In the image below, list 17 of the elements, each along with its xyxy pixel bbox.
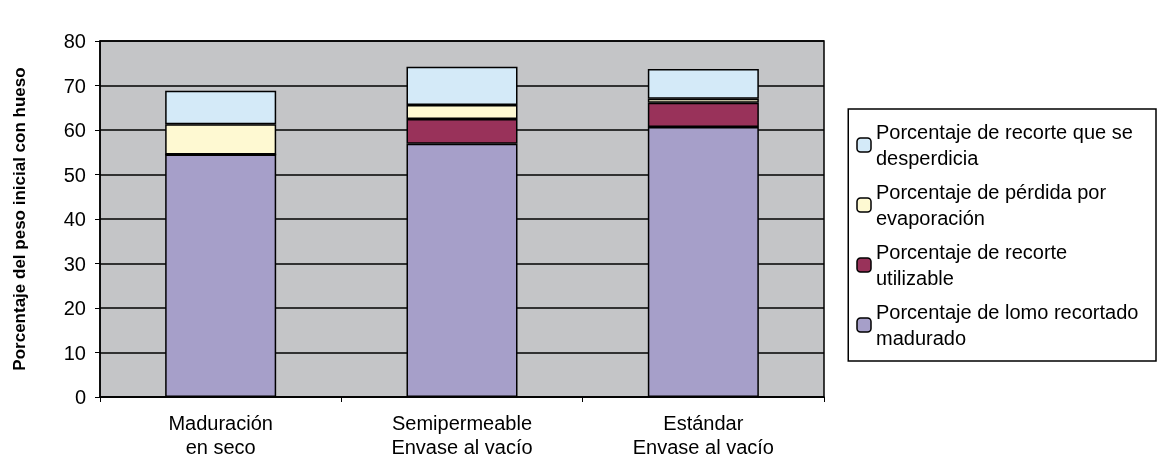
legend-label: Porcentaje de pérdida por evaporación	[876, 181, 1112, 229]
y-tick-label: 10	[63, 341, 86, 364]
y-axis-title: Porcentaje del peso inicial con hueso	[10, 67, 29, 371]
x-tick-label: Estándar Envase al vacío	[632, 412, 774, 458]
legend-label: Porcentaje de recorte que se desperdicia	[876, 121, 1139, 169]
y-tick-label: 20	[63, 297, 86, 319]
legend-label: Porcentaje de lomo recortado madurado	[876, 301, 1144, 349]
legend-label: Porcentaje de recorte utilizable	[876, 241, 1073, 289]
y-tick-label: 60	[63, 119, 86, 141]
y-tick-label: 50	[63, 163, 86, 186]
y-tick-label: 0	[74, 386, 86, 408]
x-tick-label: Maduración en seco	[168, 412, 273, 458]
x-tick-label: Semipermeable Envase al vacío	[391, 412, 533, 458]
y-tick-label: 70	[63, 74, 86, 97]
y-tick-label: 40	[63, 208, 86, 230]
y-tick-label: 30	[63, 252, 86, 275]
y-tick-label: 80	[63, 30, 86, 52]
